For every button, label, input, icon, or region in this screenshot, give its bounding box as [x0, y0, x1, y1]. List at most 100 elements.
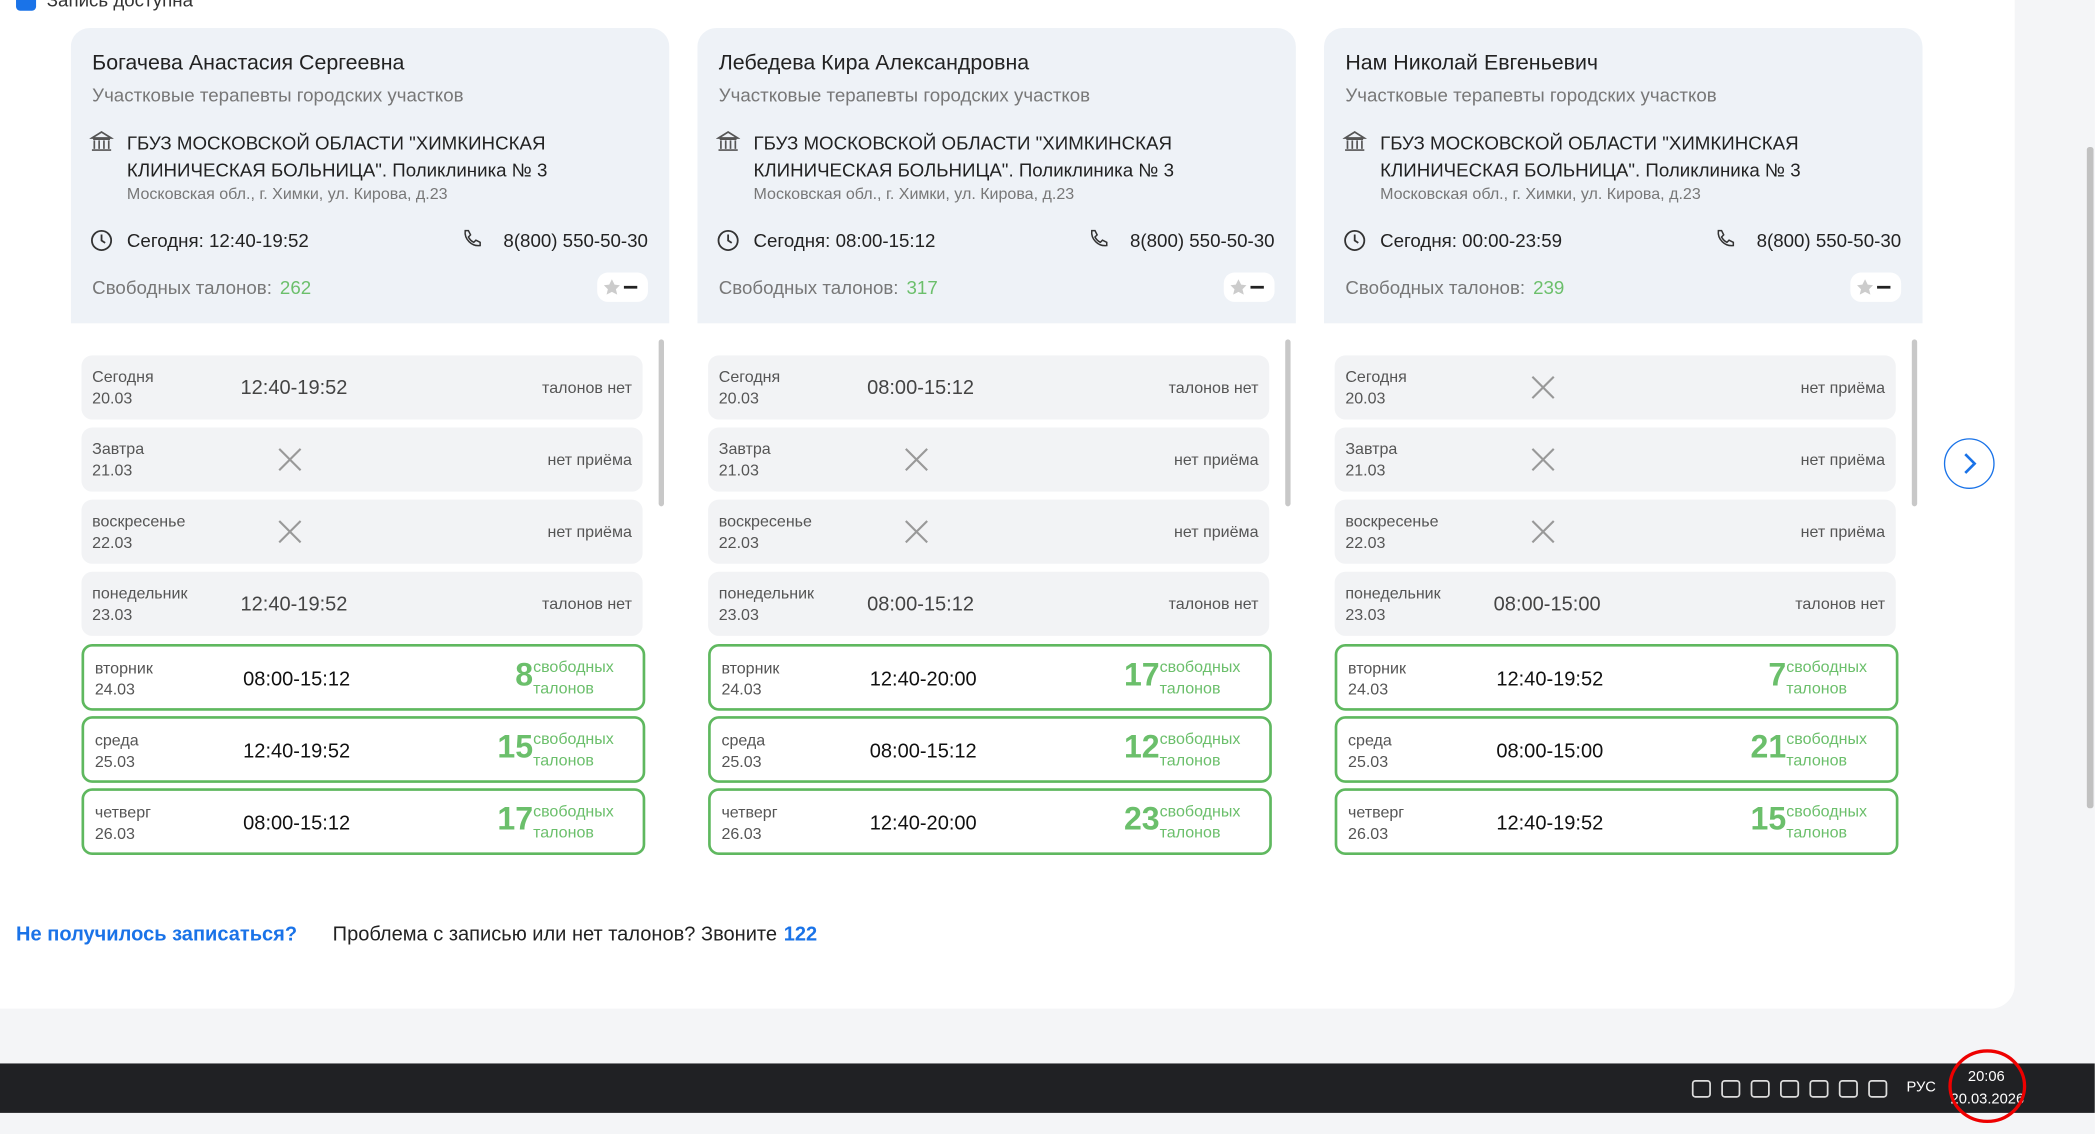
weekday: Завтра	[92, 439, 145, 459]
ticket-count: 12	[1123, 729, 1160, 766]
favorite-button[interactable]	[1850, 272, 1902, 302]
day-row[interactable]: четверг 26.03 12:40-19:52 15 свободных талон…	[1334, 788, 1899, 856]
favorite-button[interactable]	[597, 272, 648, 302]
day-row[interactable]: вторник 24.03 12:40-20:00 17 свободных талон…	[708, 643, 1272, 711]
free-count: 262	[279, 276, 312, 298]
phone: 8(800) 550-50-30	[1756, 229, 1902, 252]
date: 23.03	[1345, 605, 1386, 624]
time-range: 12:40-19:52	[1496, 668, 1604, 691]
help-link[interactable]: Не получилось записаться?	[16, 923, 298, 946]
weekday: воскресенье	[1345, 511, 1439, 531]
day-row: воскресенье 22.03 нет приёма	[81, 499, 643, 564]
time-range: 12:40-20:00	[869, 668, 977, 691]
day-row[interactable]: среда 25.03 08:00-15:00 21 свободных талонов	[1334, 716, 1899, 783]
specialty: Участковые терапевты городских участков	[92, 84, 464, 106]
day-row: Завтра 21.03 нет приёма	[708, 427, 1270, 492]
date: 25.03	[1348, 752, 1389, 771]
time-range: 12:40-19:52	[240, 593, 348, 616]
time-range: 12:40-19:52	[1496, 812, 1604, 835]
status: нет приёма	[547, 522, 632, 542]
date: 22.03	[92, 533, 133, 552]
day-row[interactable]: среда 25.03 12:40-19:52 15 свободных талонов	[81, 716, 646, 783]
day-name: среда 25.03	[1348, 729, 1392, 772]
ticket-label: свободных талонов	[533, 657, 614, 698]
free-count: 239	[1533, 276, 1565, 298]
clock-icon-svg	[1344, 229, 1366, 252]
free-tickets: Свободных талонов: 239	[1345, 277, 1564, 298]
date: 22.03	[1345, 533, 1386, 552]
day-name: четверг 26.03	[1348, 802, 1404, 845]
date: 20.03	[1345, 388, 1386, 408]
day-name: Завтра 21.03	[92, 438, 144, 481]
clock-time: 20:06	[1967, 1068, 2005, 1085]
time-range: 12:40-20:00	[869, 812, 977, 835]
day-row[interactable]: четверг 26.03 12:40-20:00 23 свободных талон…	[708, 788, 1272, 856]
building-icon-svg	[1342, 131, 1368, 151]
ticket-label: свободных талонов	[1159, 657, 1241, 698]
day-name: Сегодня 20.03	[1345, 366, 1406, 409]
day-name: вторник 24.03	[95, 657, 153, 700]
day-name: Завтра 21.03	[1345, 438, 1397, 481]
clock-icon	[716, 228, 740, 252]
date: 25.03	[721, 752, 762, 771]
clock-icon-svg	[717, 229, 739, 252]
day-name: Сегодня 20.03	[719, 366, 780, 409]
doctor-name: Нам Николай Евгеньевич	[1345, 52, 1599, 75]
organization: ГБУЗ МОСКОВСКОЙ ОБЛАСТИ "ХИМКИНСКАЯ КЛИН…	[1380, 132, 1801, 181]
day-name: среда 25.03	[95, 729, 139, 772]
help-phone[interactable]: 122	[783, 923, 818, 946]
free-label: Свободных талонов:	[1345, 276, 1526, 298]
time-range: 08:00-15:12	[243, 812, 351, 835]
scrollbar	[1285, 339, 1291, 507]
language[interactable]: РУС	[1906, 1079, 1936, 1096]
status: нет приёма	[1800, 450, 1886, 469]
date: 26.03	[94, 824, 135, 844]
weekday: Сегодня	[1345, 367, 1407, 387]
day-row[interactable]: среда 25.03 08:00-15:12 12 свободных талонов	[708, 716, 1272, 783]
date: 23.03	[718, 605, 759, 624]
weekday: понедельник	[1345, 583, 1441, 603]
weekday: воскресенье	[718, 511, 812, 531]
day-row[interactable]: вторник 24.03 08:00-15:12 8 свободных талоно…	[81, 643, 646, 711]
ticket-label: свободных талонов	[533, 801, 614, 842]
weekday: среда	[721, 730, 766, 750]
date: 26.03	[721, 824, 762, 844]
time-range: 08:00-15:00	[1493, 593, 1601, 616]
clock-icon	[1343, 228, 1367, 252]
favorite-button[interactable]	[1223, 272, 1275, 302]
weekday: четверг	[721, 802, 778, 822]
clock-date: 20.03.2026	[1950, 1091, 2025, 1108]
address: Московская обл., г. Химки, ул. Кирова, д…	[126, 184, 448, 204]
clock-icon	[90, 228, 114, 252]
weekday: вторник	[1348, 658, 1407, 678]
status: талонов нет	[1168, 594, 1259, 614]
day-row: воскресенье 22.03 нет приёма	[1334, 499, 1896, 564]
taskbar: РУС 20:06 20.03.2026	[0, 1063, 2095, 1113]
specialty: Участковые терапевты городских участков	[718, 84, 1091, 106]
status: нет приёма	[1174, 522, 1259, 542]
no-reception-icon-svg	[1531, 448, 1555, 472]
weekday: воскресенье	[92, 511, 186, 531]
date: 21.03	[718, 460, 759, 480]
red-annotation	[1924, 1045, 2051, 1128]
day-row[interactable]: четверг 26.03 08:00-15:12 17 свободных талон…	[81, 788, 646, 856]
no-reception-icon-svg	[1531, 375, 1555, 399]
working-hours: Сегодня: 00:00-23:59	[1380, 229, 1563, 252]
filter-checkbox[interactable]: Запись доступна	[16, 0, 193, 11]
date: 20.03	[718, 388, 759, 408]
ticket-count: 23	[1123, 801, 1160, 838]
scrollbar	[658, 339, 664, 507]
day-row[interactable]: вторник 24.03 12:40-19:52 7 свободных талоно…	[1334, 643, 1899, 711]
doctor-name: Богачева Анастасия Сергеевна	[92, 52, 405, 75]
next-button[interactable]	[1943, 438, 1995, 489]
no-reception-icon-svg	[278, 520, 302, 544]
day-name: вторник 24.03	[1348, 657, 1406, 700]
ticket-count: 15	[497, 729, 534, 766]
no-reception-icon	[277, 518, 304, 545]
no-reception-icon	[1530, 374, 1557, 401]
doctor-card: Лебедева Кира Александровна Участковые те…	[697, 28, 1296, 857]
clock-icon-svg	[91, 229, 113, 252]
card-header	[697, 28, 1296, 324]
scrollbar	[1911, 339, 1918, 507]
